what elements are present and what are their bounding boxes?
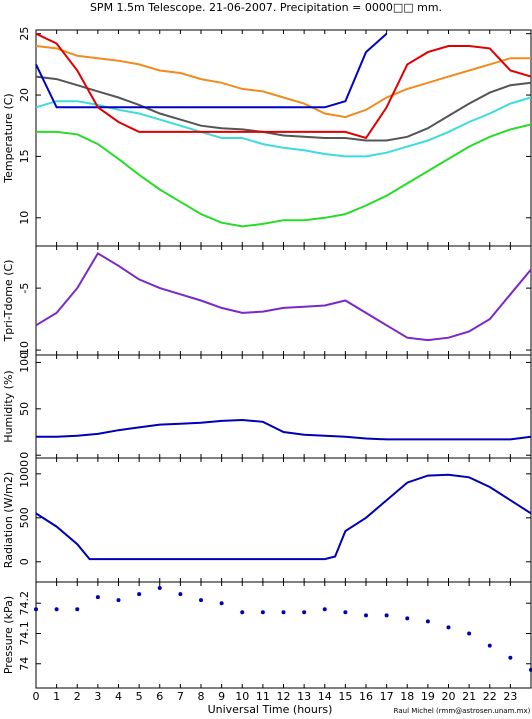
- x-axis-title: Universal Time (hours): [208, 703, 333, 716]
- x-tick-label: 6: [156, 690, 163, 703]
- panel-frame: [35, 29, 532, 247]
- data-point: [281, 610, 286, 615]
- y-tick-label: 500: [18, 507, 31, 528]
- y-axis-title: Radiation (W/m2): [2, 472, 15, 568]
- data-point: [425, 619, 430, 624]
- data-point: [384, 613, 389, 618]
- x-tick-label: 1: [53, 690, 60, 703]
- x-tick-label: 4: [115, 690, 122, 703]
- data-point: [157, 586, 162, 591]
- x-tick-label: 18: [400, 690, 414, 703]
- panel-frame: [35, 245, 532, 356]
- y-tick-label: 0: [18, 452, 31, 459]
- chart-title: SPM 1.5m Telescope. 21-06-2007. Precipit…: [90, 1, 442, 14]
- data-point: [343, 610, 348, 615]
- y-tick-label: 0: [18, 558, 31, 565]
- x-tick-label: 5: [136, 690, 143, 703]
- data-point: [260, 610, 265, 615]
- y-tick-label: -10: [18, 341, 31, 359]
- y-tick-label: -5: [18, 283, 31, 294]
- data-line: [35, 32, 532, 140]
- x-tick-label: 21: [462, 690, 476, 703]
- data-line: [35, 45, 531, 119]
- data-point: [240, 610, 245, 615]
- data-point: [116, 598, 121, 603]
- data-point: [34, 607, 38, 612]
- y-tick-label: 1000: [18, 460, 31, 488]
- x-tick-label: 0: [33, 690, 40, 703]
- x-tick-label: 16: [359, 690, 373, 703]
- x-tick-label: 19: [421, 690, 435, 703]
- x-tick-label: 13: [297, 690, 311, 703]
- x-tick-label: 8: [198, 690, 205, 703]
- x-tick-label: 2: [74, 690, 81, 703]
- data-point: [302, 610, 307, 615]
- data-line: [35, 252, 532, 342]
- x-tick-label: 15: [338, 690, 352, 703]
- x-tick-label: 3: [94, 690, 101, 703]
- x-tick-label: 11: [256, 690, 270, 703]
- y-tick-label: 74: [18, 657, 31, 671]
- data-point: [322, 607, 327, 612]
- x-tick-label: 17: [380, 690, 394, 703]
- credit: Raul Michel (rmm@astrosen.unam.mx): [394, 707, 531, 715]
- y-tick-label: 25: [18, 27, 31, 41]
- data-point: [178, 592, 183, 597]
- y-tick-label: 100: [18, 352, 31, 373]
- y-tick-label: 10: [18, 211, 31, 225]
- data-line: [36, 418, 532, 441]
- x-tick-label: 22: [483, 690, 497, 703]
- data-point: [487, 643, 492, 648]
- x-tick-label: 14: [318, 690, 332, 703]
- data-line: [36, 123, 532, 228]
- data-line: [35, 75, 532, 142]
- y-tick-label: 50: [18, 402, 31, 416]
- data-point: [137, 592, 142, 597]
- data-point: [529, 667, 532, 672]
- y-axis-title: Pressure (kPa): [2, 596, 15, 674]
- data-line: [35, 96, 532, 158]
- data-point: [508, 655, 513, 660]
- x-tick-label: 12: [277, 690, 291, 703]
- y-tick-label: 20: [18, 88, 31, 102]
- data-point: [446, 625, 451, 630]
- y-tick-label: 15: [18, 149, 31, 163]
- data-point: [467, 631, 472, 636]
- x-tick-label: 10: [235, 690, 249, 703]
- data-point: [405, 616, 410, 621]
- x-tick-label: 20: [442, 690, 456, 703]
- data-point: [364, 613, 368, 618]
- data-line: [35, 473, 532, 561]
- y-axis-title: Temperature (C): [2, 93, 15, 183]
- data-point: [219, 601, 224, 606]
- y-tick-label: 74.1: [18, 621, 31, 646]
- x-tick-label: 9: [218, 690, 225, 703]
- y-axis-title: Humidity (%): [2, 370, 15, 442]
- data-point: [75, 607, 80, 612]
- panel-frame: [35, 581, 532, 689]
- x-tick-label: 23: [503, 690, 517, 703]
- data-line: [35, 32, 388, 109]
- y-axis-title: Tpri-Tdome (C): [2, 260, 15, 343]
- panel-frame: [35, 354, 532, 459]
- data-point: [95, 595, 100, 600]
- x-tick-label: 7: [177, 690, 184, 703]
- y-tick-label: 74.2: [18, 591, 31, 616]
- data-point: [54, 607, 59, 612]
- data-point: [199, 598, 203, 603]
